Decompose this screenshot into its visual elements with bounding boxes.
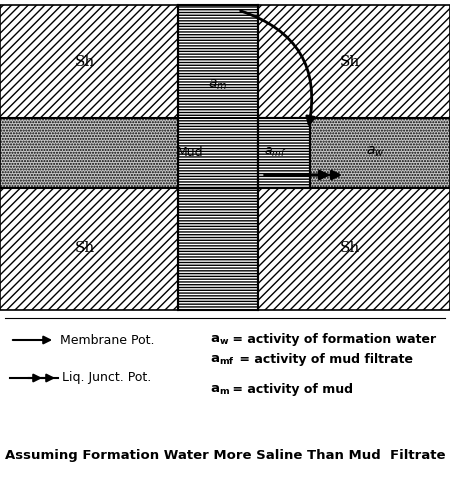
Text: $a_m$: $a_m$: [208, 78, 228, 92]
Text: = activity of mud filtrate: = activity of mud filtrate: [235, 353, 413, 367]
Text: Sh: Sh: [340, 241, 360, 255]
Text: Sh: Sh: [75, 241, 95, 255]
Text: Liq. Junct. Pot.: Liq. Junct. Pot.: [62, 372, 151, 384]
Text: $a_w$: $a_w$: [366, 145, 384, 159]
Text: $\mathbf{a_w}$: $\mathbf{a_w}$: [210, 334, 230, 347]
Bar: [0, 118, 178, 188]
Text: = activity of mud: = activity of mud: [228, 384, 353, 396]
Text: Sh: Sh: [75, 55, 95, 69]
Text: = activity of formation water: = activity of formation water: [228, 334, 436, 347]
Text: Assuming Formation Water More Saline Than Mud  Filtrate: Assuming Formation Water More Saline Tha…: [5, 448, 446, 461]
Bar: [258, 188, 450, 310]
Bar: [258, 118, 310, 188]
Text: Sh: Sh: [340, 55, 360, 69]
Bar: [258, 118, 450, 188]
Text: $\mathbf{a_m}$: $\mathbf{a_m}$: [210, 384, 230, 396]
Bar: [178, 5, 258, 310]
Bar: [0, 5, 178, 118]
Text: $a_{mf}$: $a_{mf}$: [264, 145, 286, 158]
Text: Mud: Mud: [177, 145, 203, 158]
Text: $\mathbf{a_{mf}}$: $\mathbf{a_{mf}}$: [210, 353, 235, 367]
Text: Membrane Pot.: Membrane Pot.: [60, 334, 154, 347]
Bar: [0, 188, 178, 310]
Bar: [258, 5, 450, 118]
